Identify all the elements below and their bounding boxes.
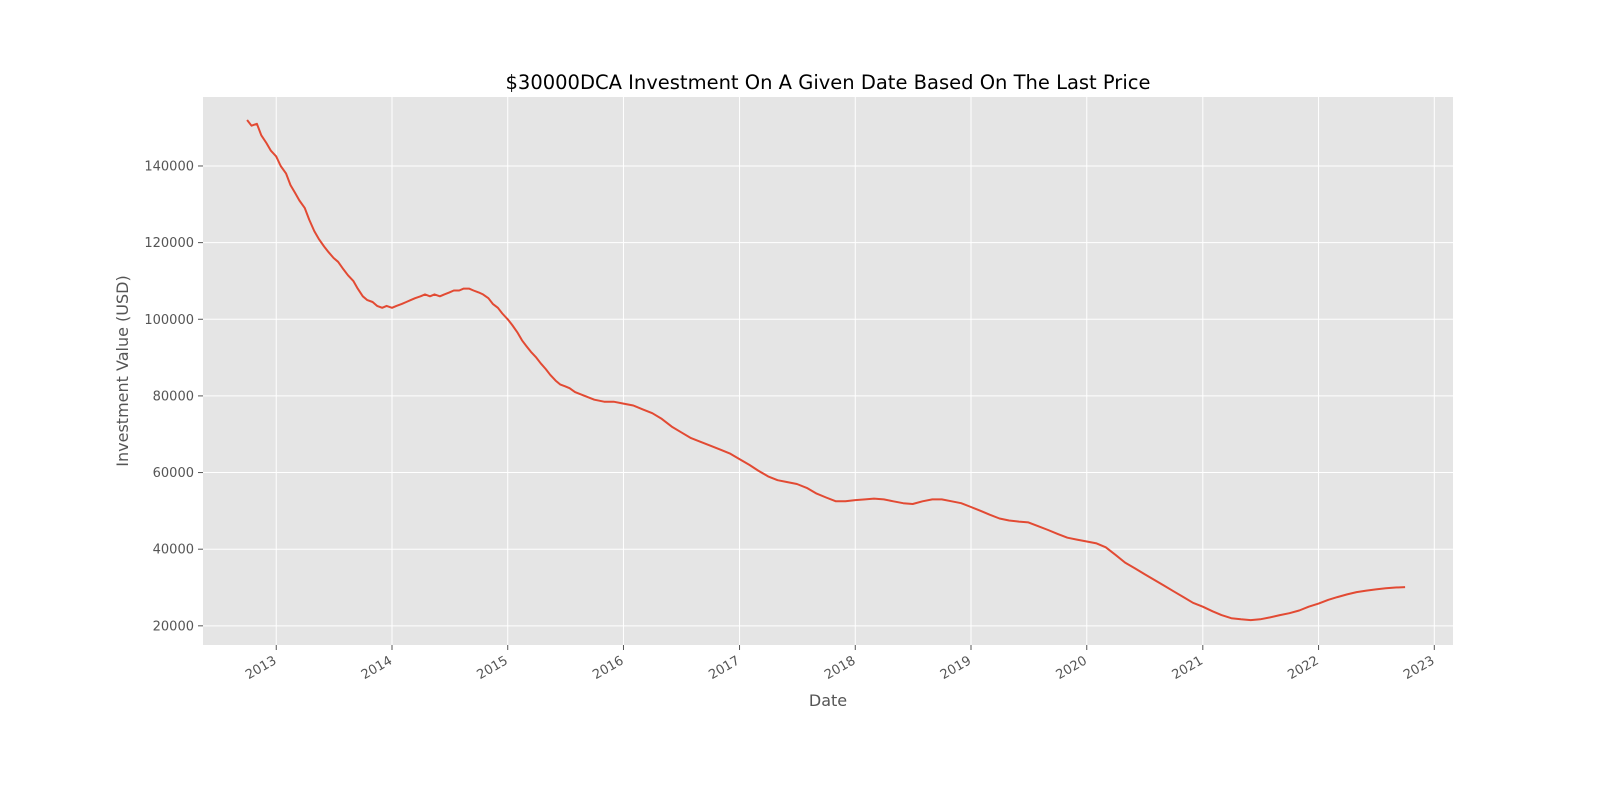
y-tick-label: 40000	[153, 543, 194, 558]
x-tick-label: 2013	[243, 653, 279, 683]
series-line	[246, 119, 1406, 622]
x-tick-label: 2020	[1054, 653, 1090, 683]
y-axis-label: Investment Value (USD)	[113, 275, 132, 466]
y-tick-label: 80000	[153, 389, 194, 404]
x-tick-label: 2018	[822, 653, 858, 683]
y-tick-label: 20000	[153, 619, 194, 634]
y-axis-ticks: 20000 40000 60000 80000 100000 120000 140000	[144, 159, 203, 634]
x-axis-label: Date	[809, 691, 847, 710]
x-tick-label: 2017	[706, 653, 742, 683]
y-tick-label: 140000	[144, 159, 194, 174]
y-tick-label: 60000	[153, 466, 194, 481]
x-tick-label: 2021	[1170, 653, 1206, 683]
grid	[203, 97, 1453, 645]
chart-title: $30000DCA Investment On A Given Date Bas…	[506, 71, 1151, 94]
plot-background	[203, 97, 1453, 645]
x-tick-label: 2015	[475, 653, 511, 683]
x-axis-ticks: 2013 2014 2015 2016 2017 2018 2019 2020 2021 2022…	[243, 645, 1437, 683]
x-tick-label: 2022	[1285, 653, 1321, 683]
x-tick-label: 2016	[590, 653, 626, 683]
y-tick-label: 120000	[144, 236, 194, 251]
x-tick-label: 2019	[938, 653, 974, 683]
series-layer	[246, 119, 1406, 622]
x-tick-label: 2023	[1401, 653, 1437, 683]
x-tick-label: 2014	[359, 653, 395, 683]
y-tick-label: 100000	[144, 313, 194, 328]
